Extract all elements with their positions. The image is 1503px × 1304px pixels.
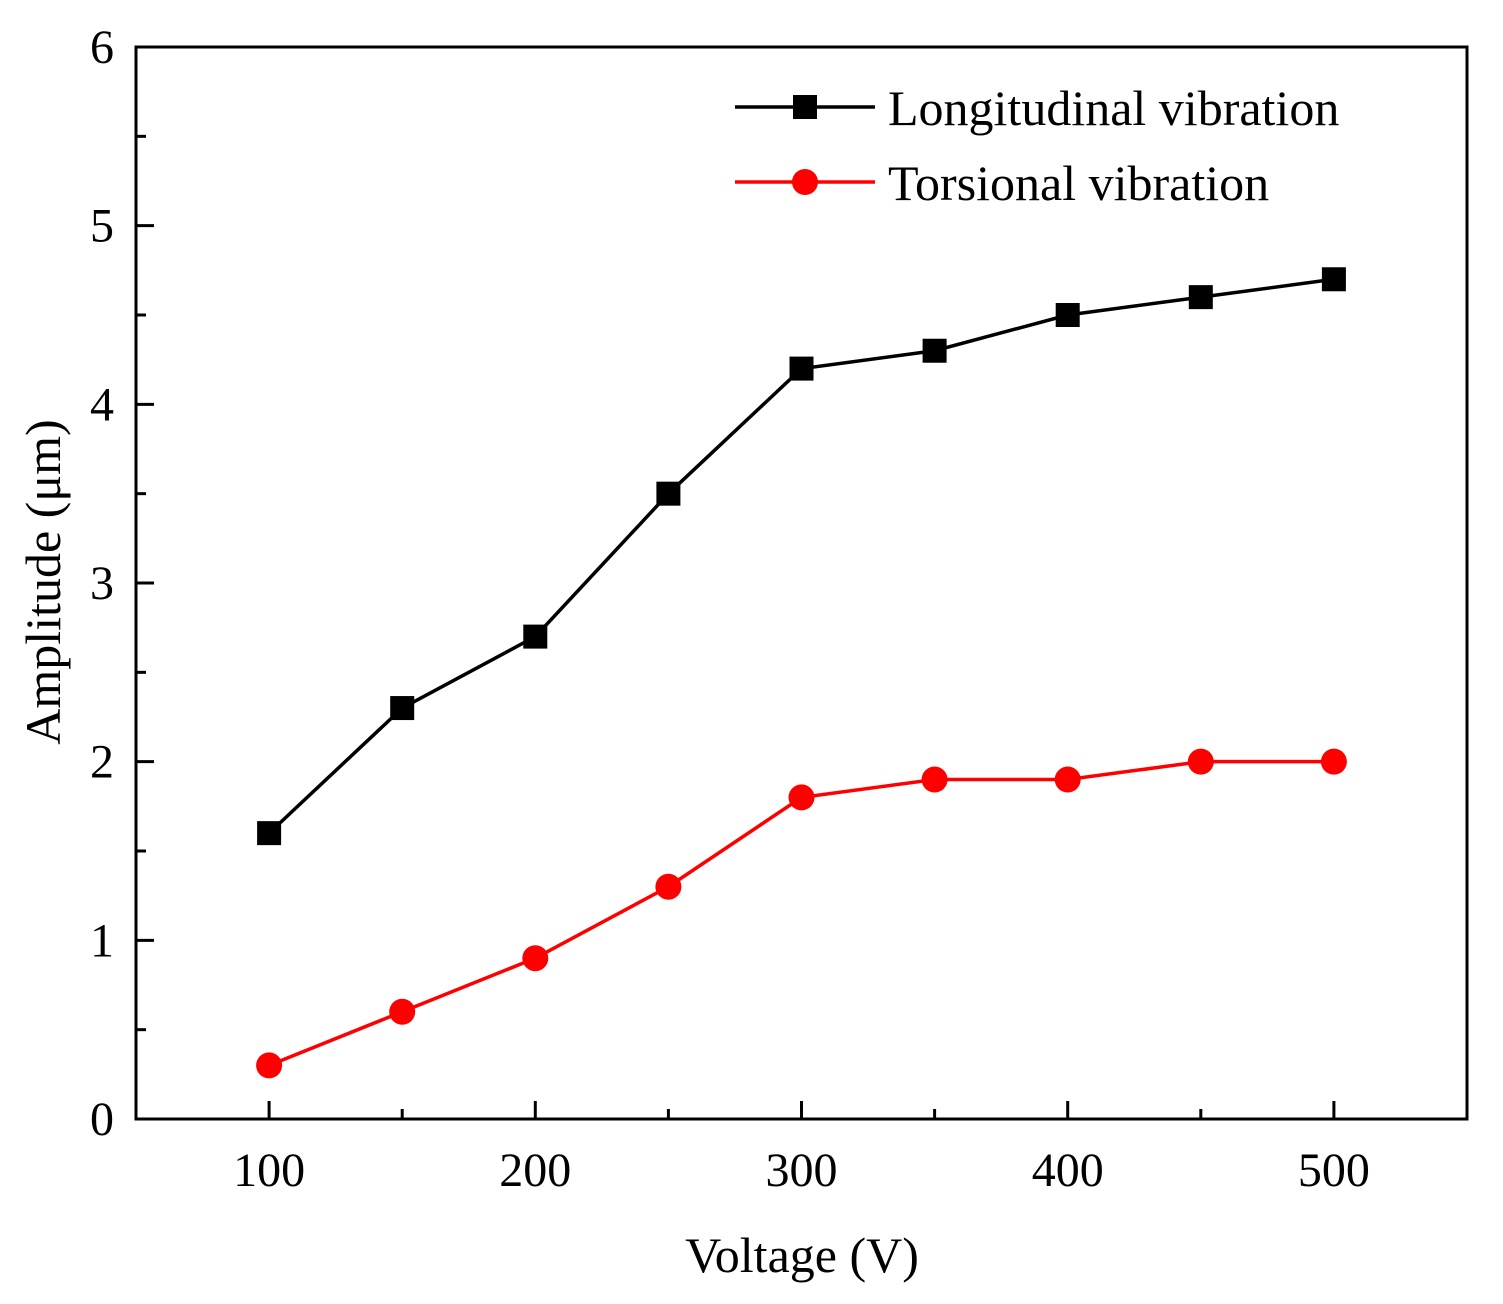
data-point — [1055, 303, 1080, 327]
legend-marker — [792, 169, 818, 195]
legend-label: Longitudinal vibration — [888, 80, 1339, 136]
series-torsional — [256, 748, 1347, 1079]
y-tick-label: 1 — [90, 914, 114, 967]
data-point — [921, 766, 948, 793]
data-point — [789, 356, 814, 381]
data-point — [389, 998, 416, 1025]
y-tick-label: 2 — [90, 736, 114, 789]
y-tick-label: 3 — [90, 557, 114, 610]
legend-label: Torsional vibration — [888, 155, 1269, 211]
data-point — [523, 624, 548, 649]
data-point — [257, 821, 282, 846]
y-tick-label: 0 — [90, 1093, 114, 1146]
legend-item: Longitudinal vibration — [735, 80, 1339, 136]
data-point — [522, 945, 549, 972]
x-tick-label: 100 — [233, 1144, 305, 1197]
x-tick-label: 400 — [1032, 1144, 1104, 1197]
x-axis-title: Voltage (V) — [685, 1227, 919, 1283]
data-point — [1321, 267, 1346, 292]
legend-marker — [793, 95, 817, 119]
data-point — [656, 481, 681, 506]
series-layer — [256, 267, 1347, 1079]
y-tick-label: 4 — [90, 378, 114, 431]
x-tick-label: 500 — [1298, 1144, 1370, 1197]
y-axis-title: Amplitude (μm) — [15, 419, 71, 744]
legend: Longitudinal vibration Torsional vibratio… — [735, 80, 1339, 211]
data-point — [1188, 285, 1213, 310]
data-point — [256, 1052, 283, 1079]
data-point — [788, 784, 815, 811]
data-point — [655, 873, 682, 900]
y-tick-label: 6 — [90, 21, 114, 74]
data-point — [1320, 748, 1347, 775]
data-point — [922, 338, 947, 363]
x-tick-label: 200 — [499, 1144, 571, 1197]
series-longitudinal — [257, 267, 1346, 846]
data-point — [1187, 748, 1214, 775]
x-tick-label: 300 — [766, 1144, 838, 1197]
legend-item: Torsional vibration — [735, 155, 1269, 211]
y-tick-label: 5 — [90, 200, 114, 253]
data-point — [1054, 766, 1081, 793]
data-point — [390, 696, 415, 721]
axes: 0 1 2 3 4 5 6 100 200 300 400 500 — [90, 21, 1469, 1197]
